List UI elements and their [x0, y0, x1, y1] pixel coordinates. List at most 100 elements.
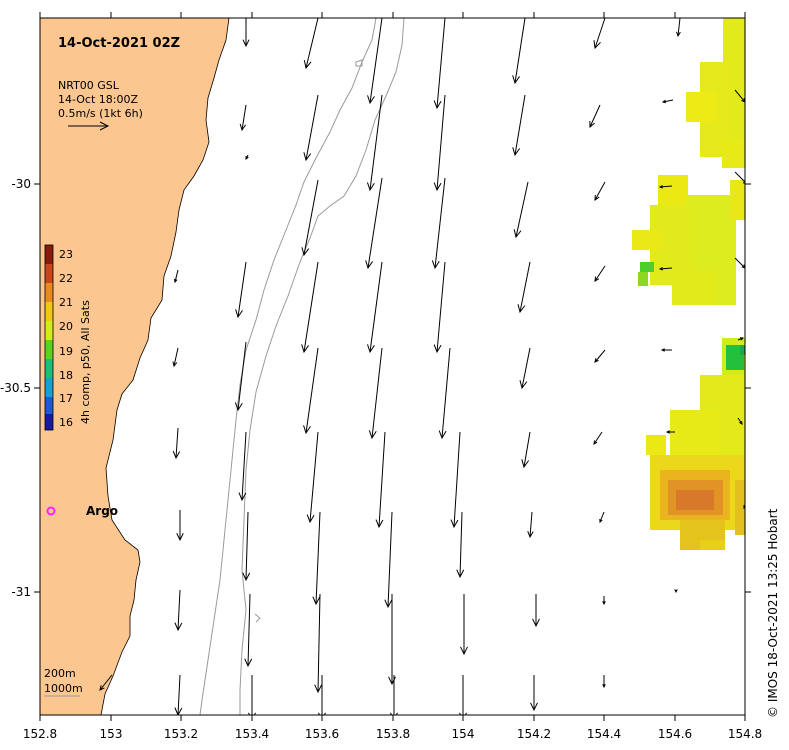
current-arrow: [594, 181, 606, 202]
x-tick-label: 153.6: [305, 727, 339, 741]
y-axis: [34, 183, 751, 593]
colorbar-label: 4h comp, p50, All Sats: [79, 300, 92, 424]
current-arrow: [314, 593, 323, 694]
colorbar-tick: 16: [59, 416, 73, 429]
contour-200m: [199, 18, 377, 715]
x-tick-label: 154.4: [587, 727, 621, 741]
legend-source: NRT00 GSL: [58, 79, 120, 92]
x-tick-label: 154: [452, 727, 475, 741]
current-arrow: [737, 337, 745, 341]
x-tick-label: 154.2: [517, 727, 551, 741]
map-area: [40, 18, 745, 715]
sst-pixels: [632, 18, 745, 550]
x-tick-label: 153: [100, 727, 123, 741]
y-tick-label: -31: [11, 585, 31, 599]
current-arrow: [242, 18, 250, 48]
current-arrow: [172, 427, 181, 460]
current-arrow: [365, 177, 383, 270]
current-arrow: [660, 348, 672, 352]
contour-small-1: [355, 59, 363, 67]
current-arrow: [303, 18, 319, 70]
credit-text: © IMOS 18-Oct-2021 13:25 Hobart: [766, 508, 780, 718]
current-arrow: [433, 94, 446, 192]
y-tick-label: -30: [11, 177, 31, 191]
current-arrow: [602, 675, 606, 689]
map-title: 14-Oct-2021 02Z: [58, 36, 180, 51]
current-arrow: [248, 675, 256, 715]
current-arrow: [172, 347, 179, 368]
current-arrow: [456, 511, 465, 579]
y-tick-labels: -30 -30.5 -31: [0, 177, 31, 599]
current-arrow: [512, 18, 526, 85]
current-arrow: [513, 181, 529, 239]
current-arrow: [602, 596, 606, 606]
colorbar-tick: 21: [59, 296, 73, 309]
legend-time: 14-Oct 18:00Z: [58, 93, 138, 106]
current-arrow: [658, 185, 673, 189]
current-arrow: [734, 89, 745, 103]
contour-small-2: [254, 613, 261, 623]
x-tick-label: 153.2: [164, 727, 198, 741]
current-arrow: [519, 347, 531, 390]
current-arrow: [238, 431, 247, 502]
current-arrow: [459, 675, 467, 715]
current-arrow: [532, 594, 540, 628]
current-arrow: [390, 675, 398, 715]
contour-1000m: [239, 18, 405, 715]
current-arrow: [521, 431, 531, 469]
current-arrow: [239, 104, 247, 132]
current-arrow: [594, 265, 606, 282]
colorbar-tick: 20: [59, 320, 73, 333]
current-arrow: [589, 104, 601, 129]
current-arrow: [450, 431, 461, 529]
current-arrow: [594, 349, 606, 363]
current-arrow: [235, 261, 247, 319]
current-arrow: [599, 511, 605, 524]
current-arrow: [174, 589, 183, 632]
current-arrow: [433, 18, 446, 110]
legend-scale-arrow: [68, 121, 110, 131]
current-arrow: [593, 18, 606, 50]
current-arrow: [301, 261, 319, 354]
current-arrow: [674, 589, 678, 594]
current-arrow: [303, 94, 319, 162]
current-arrow: [593, 431, 603, 445]
argo-label: Argo: [86, 504, 118, 518]
current-arrow: [527, 511, 534, 539]
current-arrow: [384, 511, 393, 609]
x-tick-label: 153.8: [376, 727, 410, 741]
argo-marker-icon[interactable]: [46, 506, 56, 516]
depth-legend-200m: 200m: [44, 667, 76, 680]
current-arrow: [438, 347, 451, 440]
current-arrow: [174, 674, 183, 715]
current-arrow: [245, 154, 249, 161]
current-arrow: [306, 431, 319, 524]
current-arrow: [366, 94, 383, 192]
depth-legend-1000m: 1000m: [44, 682, 83, 695]
current-arrow: [173, 269, 179, 284]
current-arrow: [530, 675, 538, 712]
current-arrow: [431, 177, 446, 270]
current-arrow: [99, 674, 113, 691]
current-arrow: [665, 430, 675, 434]
current-arrow: [368, 347, 383, 440]
current-arrow: [658, 267, 673, 271]
x-tick-label: 154.6: [658, 727, 692, 741]
colorbar: [44, 244, 54, 431]
current-arrow: [242, 511, 251, 582]
current-arrow: [734, 257, 745, 269]
current-arrow: [460, 594, 468, 656]
x-tick-label: 154.8: [728, 727, 762, 741]
current-arrow: [318, 675, 326, 715]
x-tick-label: 152.8: [23, 727, 57, 741]
current-arrow: [734, 171, 745, 184]
current-arrow: [176, 510, 184, 542]
current-arrow: [301, 179, 319, 257]
colorbar-tick: 17: [59, 392, 73, 405]
current-arrow: [312, 511, 321, 606]
current-arrow: [517, 261, 531, 314]
current-arrow: [676, 18, 681, 38]
current-vectors: [99, 18, 745, 715]
current-arrow: [661, 99, 674, 104]
